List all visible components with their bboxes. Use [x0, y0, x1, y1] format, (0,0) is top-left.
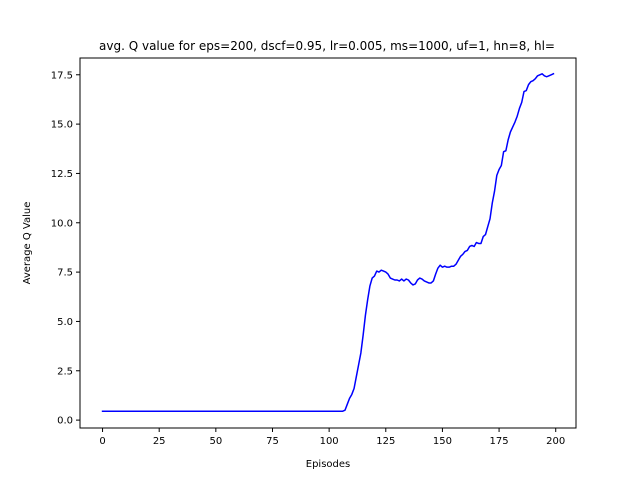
- y-tick-label: 0.0: [57, 416, 73, 427]
- x-axis: 0 25 50 75 100 125 150 175 200: [99, 428, 565, 447]
- y-tick-label: 2.5: [57, 366, 73, 377]
- x-tick-label: 25: [153, 436, 166, 447]
- y-tick-label: 5.0: [57, 317, 73, 328]
- x-tick-label: 0: [99, 436, 105, 447]
- y-axis-label: Average Q Value: [22, 202, 33, 285]
- y-tick-label: 7.5: [57, 268, 73, 279]
- x-tick-label: 100: [320, 436, 339, 447]
- x-tick-label: 200: [546, 436, 565, 447]
- y-tick-label: 17.5: [51, 70, 73, 81]
- x-tick-label: 175: [490, 436, 509, 447]
- x-tick-label: 150: [433, 436, 452, 447]
- y-axis: 0.0 2.5 5.0 7.5 10.0 12.5 15.0 17.5: [51, 70, 80, 427]
- y-tick-label: 15.0: [51, 120, 73, 131]
- y-tick-label: 10.0: [51, 218, 73, 229]
- x-tick-label: 125: [376, 436, 395, 447]
- x-axis-label: Episodes: [306, 459, 350, 470]
- axes-frame: [79, 57, 577, 429]
- x-tick-label: 75: [266, 436, 279, 447]
- chart-title: avg. Q value for eps=200, dscf=0.95, lr=…: [99, 39, 555, 53]
- x-tick-label: 50: [209, 436, 222, 447]
- y-tick-label: 12.5: [51, 169, 73, 180]
- series-line-0: [101, 72, 555, 412]
- plot-area: [101, 72, 555, 412]
